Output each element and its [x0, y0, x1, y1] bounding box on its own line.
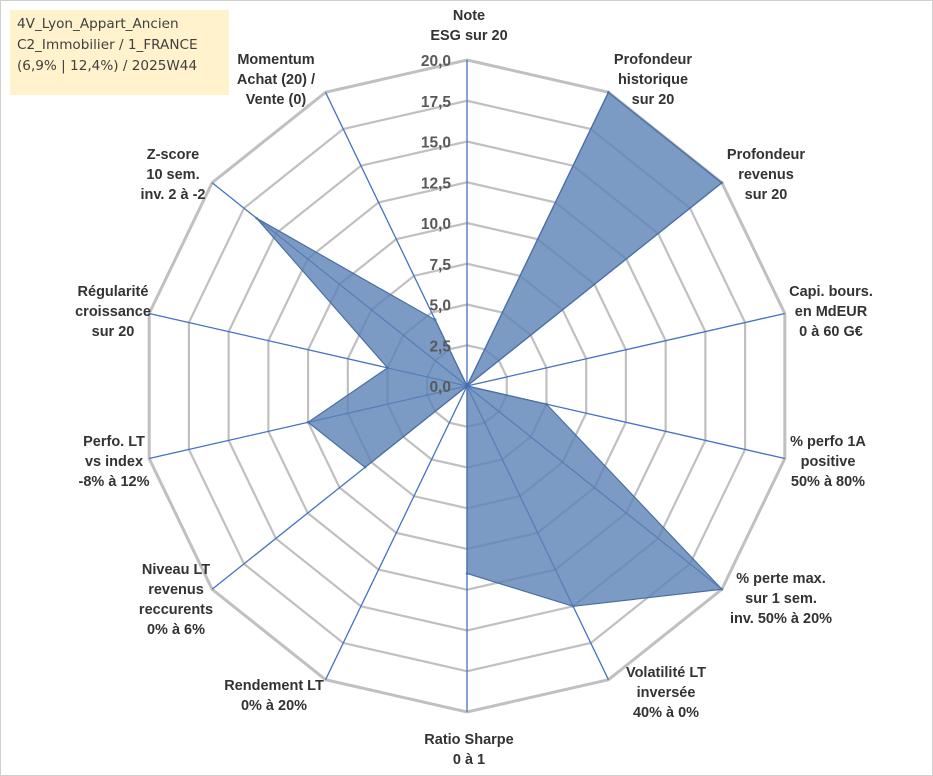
data-point	[386, 366, 390, 370]
info-line-1: 4V_Lyon_Appart_Ancien	[17, 16, 179, 32]
axis-label: Profondeur historique sur 20	[614, 52, 692, 108]
tick-label: 2,5	[429, 338, 451, 355]
data-point	[720, 181, 724, 185]
axis-spoke	[324, 385, 468, 680]
chart-info-box: 4V_Lyon_Appart_Ancien C2_Immobilier / 1_…	[10, 10, 229, 95]
axis-label: Note ESG sur 20	[430, 8, 507, 44]
data-point	[306, 420, 310, 424]
data-point	[465, 571, 469, 575]
data-point	[544, 402, 548, 406]
data-point	[606, 90, 610, 94]
axis-label: Rendement LT 0% à 20%	[224, 678, 324, 714]
axis-spoke	[466, 312, 785, 387]
axis-label: Perfo. LT vs index -8% à 12%	[79, 434, 150, 490]
tick-label: 20,0	[421, 53, 451, 70]
axis-label: Ratio Sharpe 0 à 1	[424, 732, 513, 768]
axis-label: % perfo 1A positive 50% à 80%	[790, 434, 866, 490]
axis-label: Profondeur revenus sur 20	[727, 147, 805, 203]
data-point	[720, 587, 724, 591]
axis-label: Niveau LT revenus reccurents 0% à 6%	[139, 562, 213, 638]
data-point	[571, 604, 575, 608]
axis-label: Volatilité LT inversée 40% à 0%	[626, 665, 706, 721]
data-point	[363, 465, 367, 469]
axis-label: Z-score 10 sem. inv. 2 à -2	[140, 147, 205, 203]
tick-label: 17,5	[421, 94, 452, 111]
info-line-3: (6,9% | 12,4%) / 2025W44	[17, 58, 198, 74]
tick-label: 7,5	[429, 257, 451, 274]
data-point	[255, 216, 259, 220]
axis-label: % perte max. sur 1 sem. inv. 50% à 20%	[730, 571, 832, 627]
tick-label: 15,0	[421, 135, 451, 152]
tick-label: 12,5	[421, 175, 452, 192]
axis-label: Régularité croissance sur 20	[75, 284, 151, 340]
tick-label: 10,0	[421, 216, 451, 233]
data-point	[465, 384, 469, 388]
info-line-2: C2_Immobilier / 1_FRANCE	[17, 37, 198, 53]
axis-label: Capi. bours. en MdEUR 0 à 60 G€	[789, 284, 873, 340]
data-point	[433, 318, 437, 322]
tick-label: 0,0	[429, 379, 451, 396]
axis-label: Momentum Achat (20) / Vente (0)	[237, 52, 315, 108]
tick-label: 5,0	[429, 298, 451, 315]
